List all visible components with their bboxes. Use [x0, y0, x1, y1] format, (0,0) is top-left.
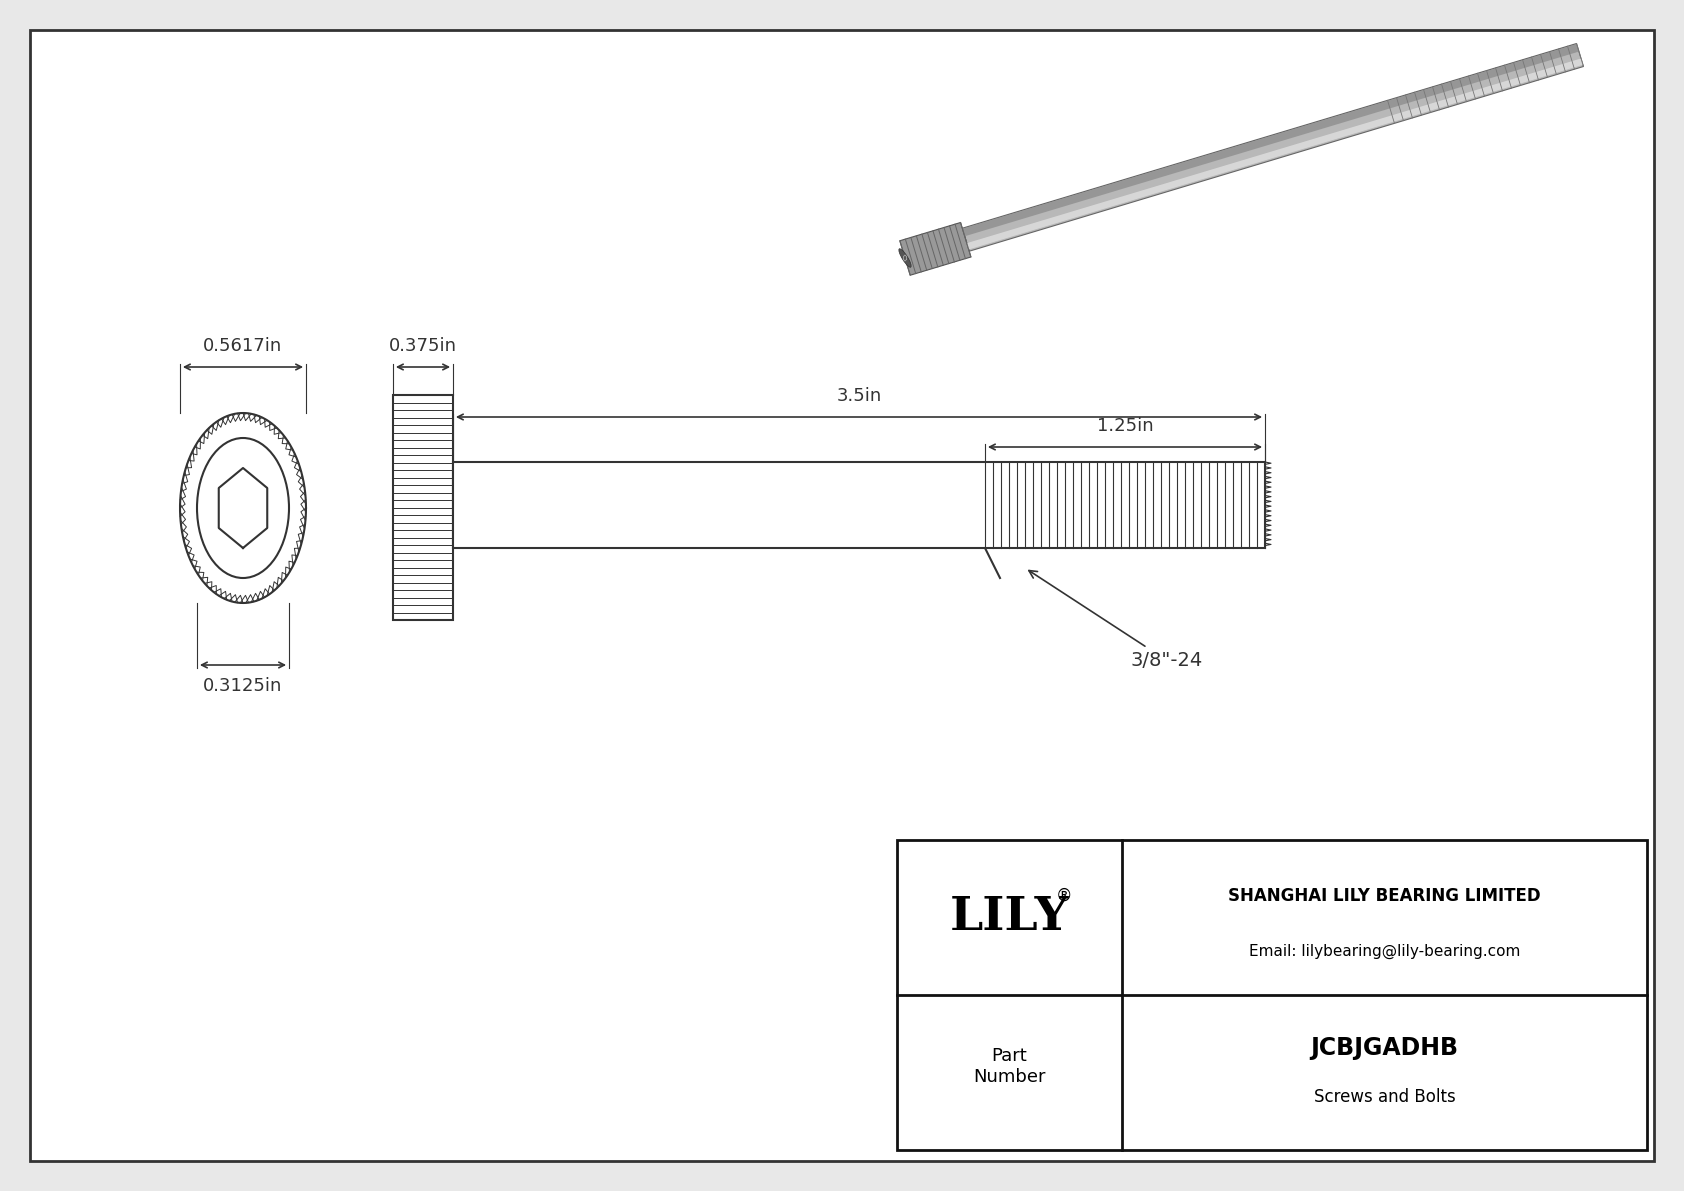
- Bar: [392, 395, 453, 621]
- Text: Part
Number: Part Number: [973, 1047, 1046, 1086]
- Text: Screws and Bolts: Screws and Bolts: [1314, 1089, 1455, 1106]
- Polygon shape: [962, 44, 1583, 251]
- Text: 0.375in: 0.375in: [389, 337, 456, 355]
- Text: JCBJGADHB: JCBJGADHB: [1310, 1036, 1458, 1060]
- Text: 1.25in: 1.25in: [1096, 417, 1154, 435]
- Ellipse shape: [899, 249, 911, 267]
- Polygon shape: [967, 58, 1583, 249]
- Text: Email: lilybearing@lily-bearing.com: Email: lilybearing@lily-bearing.com: [1250, 944, 1521, 959]
- Polygon shape: [963, 44, 1580, 236]
- Text: SHANGHAI LILY BEARING LIMITED: SHANGHAI LILY BEARING LIMITED: [1228, 887, 1541, 905]
- Text: 3.5in: 3.5in: [837, 387, 882, 405]
- Polygon shape: [899, 223, 972, 275]
- Text: 3/8"-24: 3/8"-24: [1029, 570, 1202, 669]
- Text: ®: ®: [1056, 886, 1073, 904]
- Text: 0.5617in: 0.5617in: [204, 337, 283, 355]
- Text: 0.3125in: 0.3125in: [204, 676, 283, 696]
- Text: LILY: LILY: [950, 894, 1069, 941]
- Bar: [898, 840, 1647, 1151]
- Bar: [453, 462, 1265, 548]
